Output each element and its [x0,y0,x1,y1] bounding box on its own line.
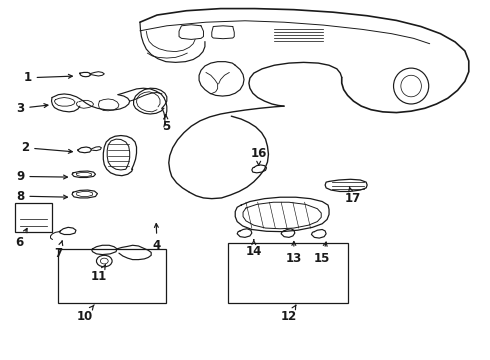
Text: 1: 1 [24,71,73,84]
Text: 11: 11 [90,265,106,283]
Text: 5: 5 [162,114,170,134]
Bar [58,249,166,303]
Text: 4: 4 [153,224,161,252]
Text: 14: 14 [245,240,262,258]
Text: 6: 6 [15,229,27,249]
Text: 8: 8 [16,190,68,203]
Text: 2: 2 [21,141,73,154]
Bar [228,243,348,303]
Text: 9: 9 [16,170,68,183]
Bar [15,203,52,232]
Text: 16: 16 [250,147,267,166]
Text: 13: 13 [286,242,302,265]
Text: 7: 7 [54,241,63,260]
Text: 12: 12 [281,305,297,324]
Text: 3: 3 [16,102,48,115]
Text: 10: 10 [76,305,94,323]
Text: 15: 15 [314,242,330,265]
Text: 17: 17 [344,186,361,205]
